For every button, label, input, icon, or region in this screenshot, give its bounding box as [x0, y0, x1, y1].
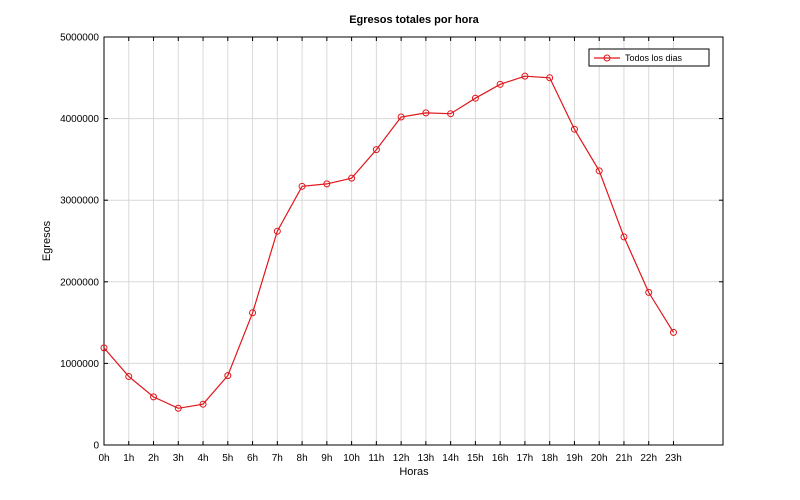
- x-tick-label: 7h: [272, 453, 283, 464]
- x-tick-label: 9h: [321, 453, 332, 464]
- y-axis-tick-labels: 0 1000000 2000000 3000000 4000000 5000000: [60, 33, 99, 452]
- data-point: [348, 174, 356, 182]
- data-point: [570, 125, 578, 133]
- x-tick-label: 20h: [591, 453, 608, 464]
- x-tick-label: 23h: [665, 453, 682, 464]
- data-point: [174, 404, 182, 412]
- axis-ticks: [103, 36, 723, 446]
- x-tick-label: 8h: [297, 453, 308, 464]
- data-point: [397, 113, 405, 121]
- data-point: [224, 372, 232, 380]
- data-series: [100, 72, 677, 412]
- x-axis-label: Horas: [399, 466, 429, 478]
- y-tick-label: 5000000: [60, 33, 99, 44]
- data-point: [521, 72, 529, 80]
- x-axis-tick-labels: 0h 1h 2h 3h 4h 5h 6h 7h 8h 9h 10h 11h 12h 13h 14h 15h 16…: [98, 453, 681, 464]
- grid-lines: [104, 37, 723, 445]
- data-point: [323, 180, 331, 188]
- data-point: [150, 393, 158, 401]
- data-point: [471, 94, 479, 102]
- data-point: [645, 288, 653, 296]
- data-point: [249, 309, 257, 317]
- data-point: [273, 227, 281, 235]
- x-tick-label: 17h: [517, 453, 534, 464]
- data-point: [422, 109, 430, 117]
- x-tick-label: 18h: [541, 453, 558, 464]
- y-tick-label: 1000000: [60, 359, 99, 370]
- data-point: [100, 344, 108, 352]
- y-tick-label: 2000000: [60, 277, 99, 288]
- legend: Todos los dias: [588, 48, 710, 67]
- x-tick-label: 0h: [98, 453, 109, 464]
- x-tick-label: 2h: [148, 453, 159, 464]
- data-point: [199, 400, 207, 408]
- data-point: [496, 80, 504, 88]
- legend-label: Todos los dias: [625, 53, 683, 63]
- data-point: [669, 328, 677, 336]
- x-tick-label: 10h: [343, 453, 360, 464]
- x-tick-label: 11h: [368, 453, 384, 464]
- x-tick-label: 22h: [640, 453, 657, 464]
- y-axis-label: Egresos: [41, 220, 53, 261]
- y-tick-label: 4000000: [60, 114, 99, 125]
- series-line: [103, 75, 675, 409]
- x-tick-label: 21h: [616, 453, 633, 464]
- data-point: [620, 233, 628, 241]
- x-tick-label: 3h: [173, 453, 184, 464]
- x-tick-label: 19h: [566, 453, 583, 464]
- chart-title: Egresos totales por hora: [349, 14, 479, 26]
- x-tick-label: 15h: [467, 453, 484, 464]
- x-tick-label: 1h: [123, 453, 134, 464]
- data-point: [595, 167, 603, 175]
- y-tick-label: 3000000: [60, 196, 99, 207]
- data-point: [447, 110, 455, 118]
- legend-box: [588, 48, 710, 67]
- x-tick-label: 6h: [247, 453, 258, 464]
- x-tick-label: 13h: [418, 453, 435, 464]
- legend-marker-circle: [603, 54, 611, 62]
- x-tick-label: 16h: [492, 453, 509, 464]
- data-point: [298, 182, 306, 190]
- x-tick-label: 12h: [393, 453, 410, 464]
- data-point: [125, 372, 133, 380]
- plot-area-frame: [103, 36, 724, 446]
- x-tick-label: 14h: [442, 453, 459, 464]
- data-point: [372, 146, 380, 154]
- y-tick-label: 0: [93, 441, 99, 452]
- x-tick-label: 4h: [197, 453, 208, 464]
- data-point: [546, 74, 554, 82]
- x-tick-label: 5h: [222, 453, 233, 464]
